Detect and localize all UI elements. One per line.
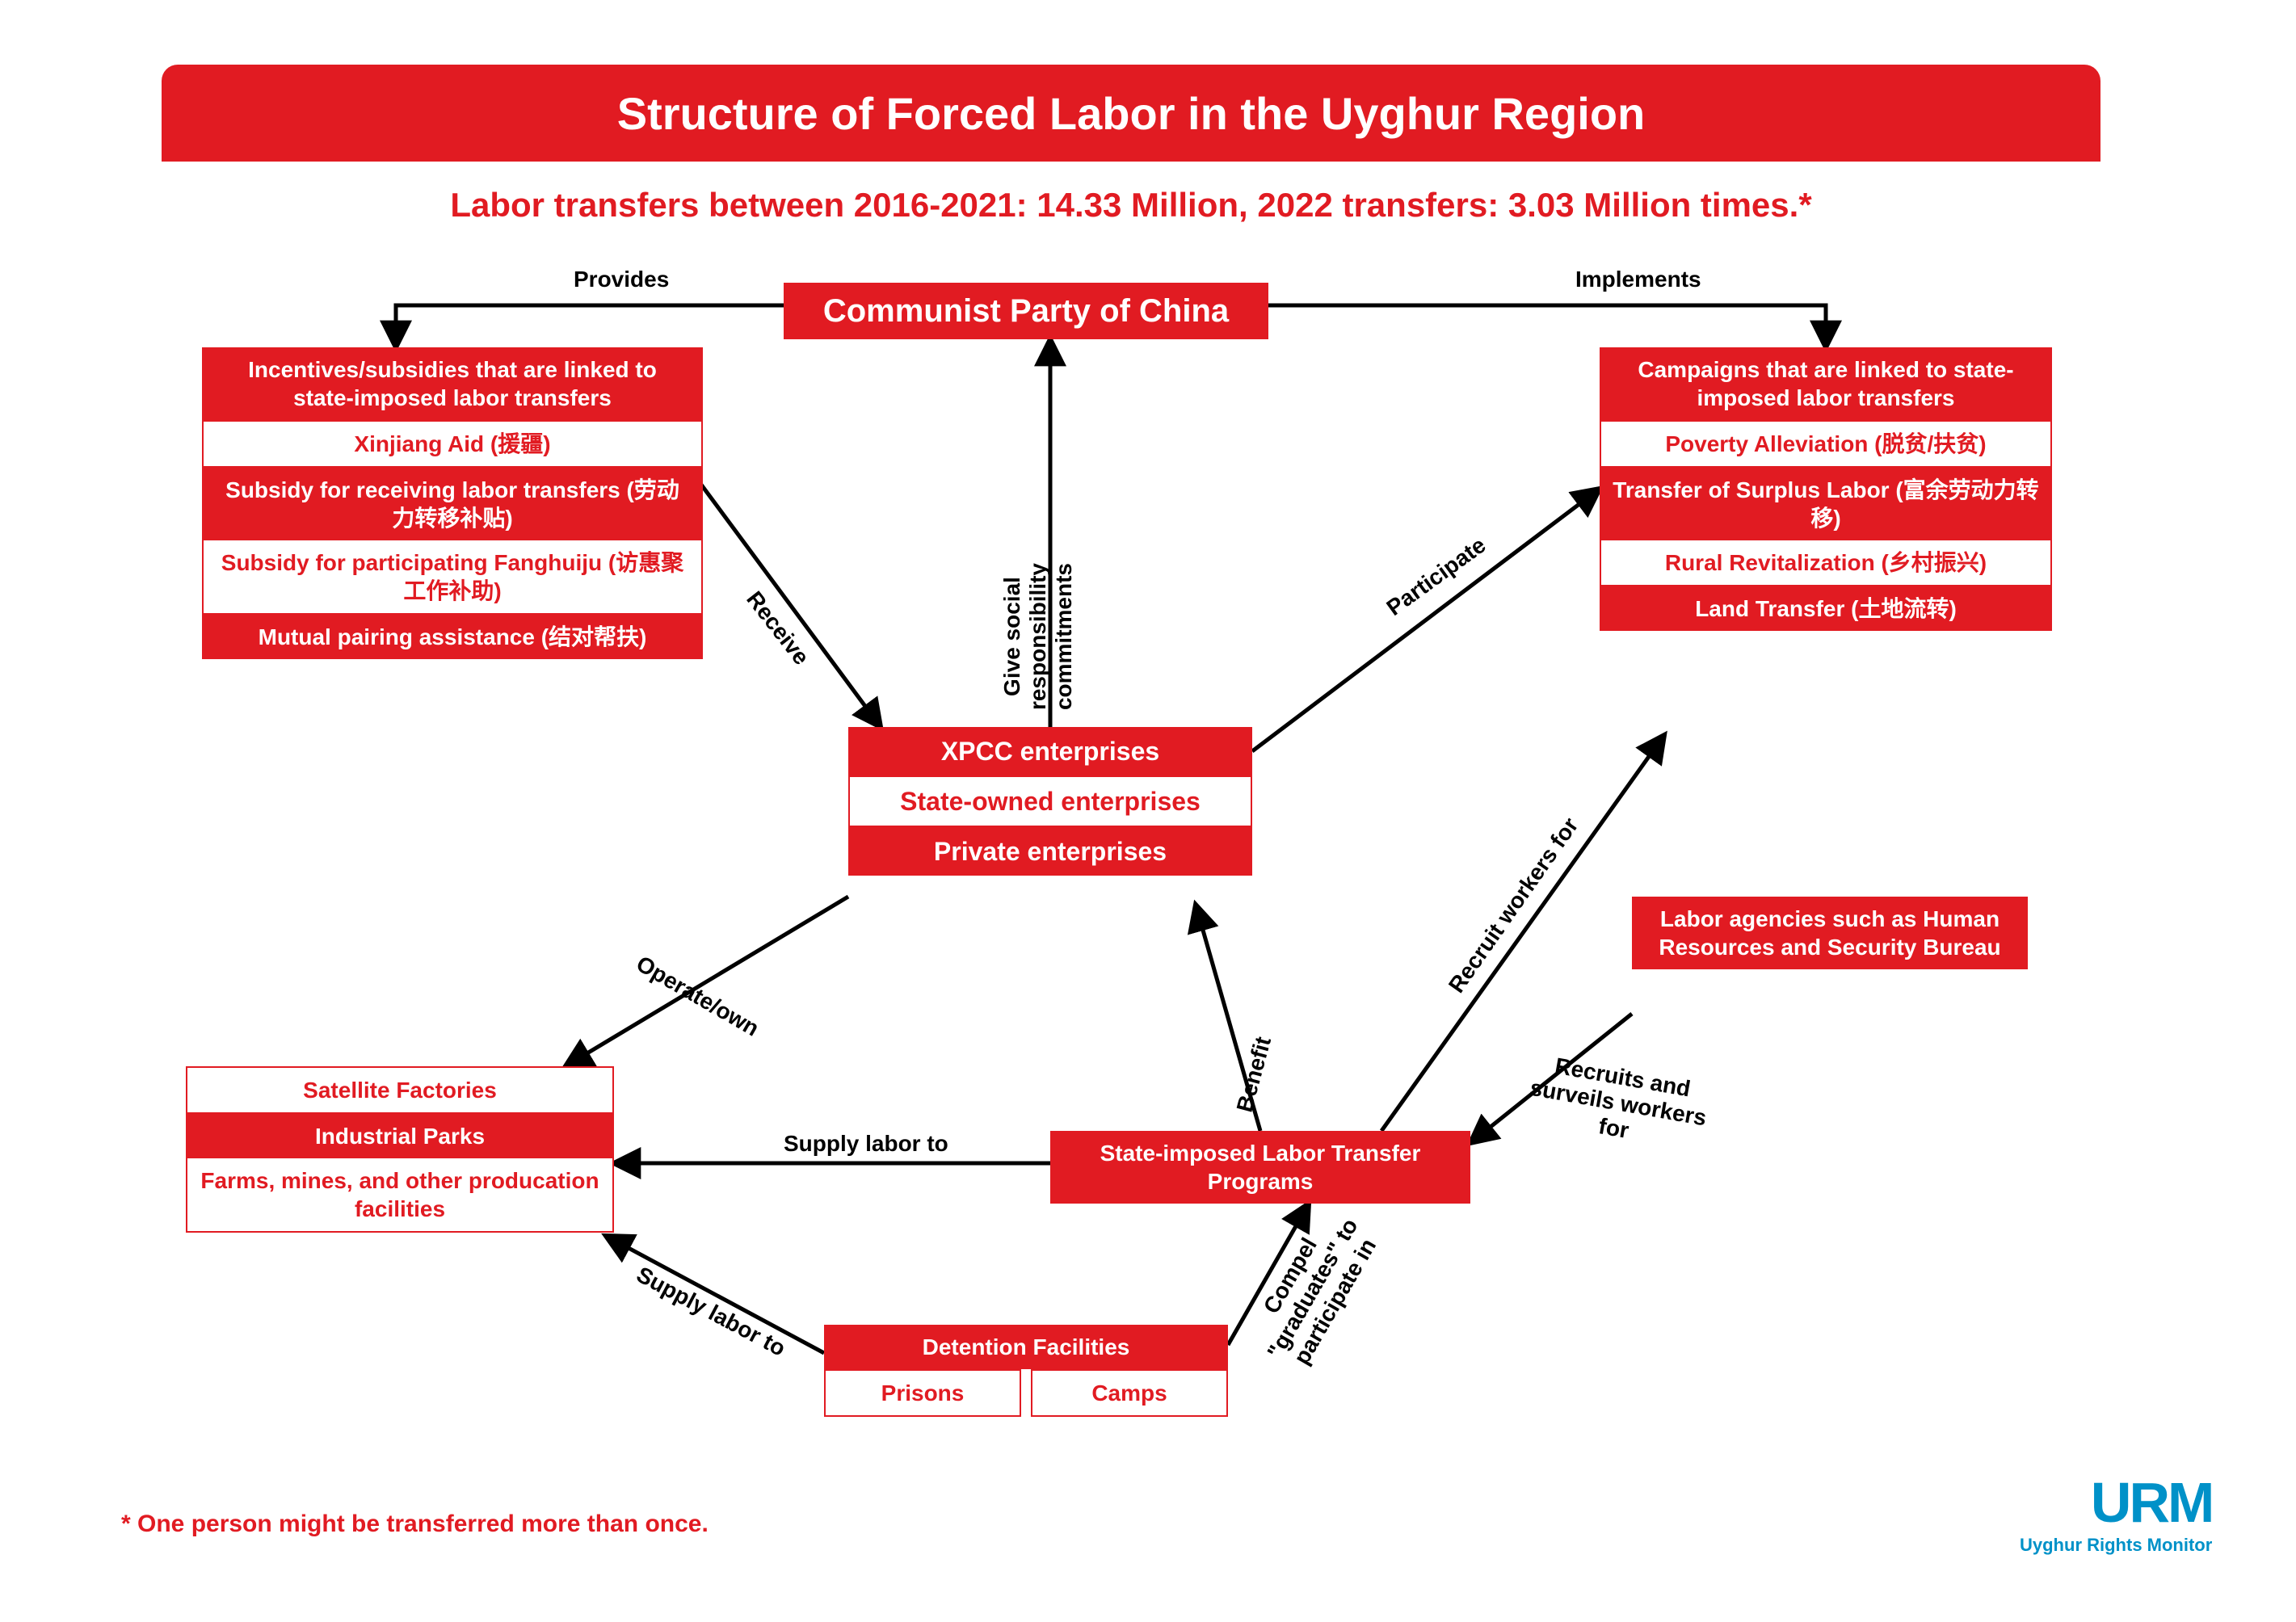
node-facilities-row-0: Satellite Factories: [186, 1066, 614, 1114]
logo-brand: URM: [2020, 1470, 2212, 1535]
edge-label-3: Give social responsibility commitments: [999, 532, 1077, 742]
subtitle-text: Labor transfers between 2016-2021: 14.33…: [162, 186, 2100, 225]
edge-label-8: Supply labor to: [784, 1131, 948, 1157]
node-campaigns-row-1: Poverty Alleviation (脱贫/扶贫): [1600, 420, 2052, 468]
node-programs: State-imposed Labor Transfer Programs: [1050, 1131, 1470, 1204]
node-incentives-row-3: Subsidy for participating Fanghuiju (访惠聚…: [202, 540, 703, 615]
node-facilities: Satellite FactoriesIndustrial ParksFarms…: [186, 1066, 614, 1233]
logo-sub: Uyghur Rights Monitor: [2020, 1535, 2212, 1556]
node-incentives-row-0: Incentives/subsidies that are linked to …: [202, 347, 703, 420]
edge-label-10: Compel "graduates" to participate in: [1226, 1179, 1398, 1399]
logo: URM Uyghur Rights Monitor: [2020, 1470, 2212, 1556]
edge-label-7: Recruit workers for: [1444, 813, 1583, 998]
edge-path-4: [1252, 489, 1600, 751]
node-campaigns-row-3: Rural Revitalization (乡村振兴): [1600, 540, 2052, 586]
edge-label-4: Participate: [1382, 532, 1491, 621]
node-facilities-row-1: Industrial Parks: [186, 1114, 614, 1158]
edge-label-11: Recruits and surveils workers for: [1508, 1047, 1729, 1160]
node-programs-row-0: State-imposed Labor Transfer Programs: [1050, 1131, 1470, 1204]
node-campaigns-row-2: Transfer of Surplus Labor (富余劳动力转移): [1600, 468, 2052, 540]
node-labor_agencies: Labor agencies such as Human Resources a…: [1632, 897, 2028, 969]
node-campaigns-row-4: Land Transfer (土地流转): [1600, 586, 2052, 631]
edge-label-9: Supply labor to: [632, 1262, 789, 1362]
node-cpc-row-0: Communist Party of China: [784, 283, 1268, 339]
edge-path-0: [396, 305, 784, 347]
node-incentives-row-1: Xinjiang Aid (援疆): [202, 420, 703, 468]
edge-path-9: [606, 1236, 824, 1353]
node-campaigns-row-0: Campaigns that are linked to state-impos…: [1600, 347, 2052, 420]
node-facilities-row-2: Farms, mines, and other producation faci…: [186, 1158, 614, 1233]
edge-path-2: [701, 485, 881, 727]
edge-label-5: Operate/own: [632, 951, 763, 1042]
title-text: Structure of Forced Labor in the Uyghur …: [617, 87, 1646, 140]
node-labor_agencies-row-0: Labor agencies such as Human Resources a…: [1632, 897, 2028, 969]
node-enterprises-row-1: State-owned enterprises: [848, 775, 1252, 827]
title-banner: Structure of Forced Labor in the Uyghur …: [162, 65, 2100, 162]
edge-path-1: [1268, 305, 1826, 347]
node-incentives: Incentives/subsidies that are linked to …: [202, 347, 703, 659]
edge-path-5: [566, 897, 848, 1066]
footnote-text: * One person might be transferred more t…: [121, 1511, 709, 1538]
node-enterprises: XPCC enterprisesState-owned enterprisesP…: [848, 727, 1252, 876]
node-detention-left: Prisons: [824, 1369, 1021, 1417]
edge-label-0: Provides: [574, 267, 669, 292]
node-detention-header: Detention Facilities: [824, 1325, 1228, 1369]
node-incentives-row-2: Subsidy for receiving labor transfers (劳…: [202, 468, 703, 540]
edge-label-1: Implements: [1575, 267, 1701, 292]
node-detention-right: Camps: [1031, 1369, 1228, 1417]
edge-label-6: Benefit: [1232, 1034, 1276, 1115]
node-detention: Detention FacilitiesPrisonsCamps: [824, 1325, 1228, 1417]
edge-label-2: Receive: [741, 586, 814, 670]
node-cpc: Communist Party of China: [784, 283, 1268, 339]
node-campaigns: Campaigns that are linked to state-impos…: [1600, 347, 2052, 631]
node-enterprises-row-2: Private enterprises: [848, 827, 1252, 876]
node-incentives-row-4: Mutual pairing assistance (结对帮扶): [202, 615, 703, 659]
